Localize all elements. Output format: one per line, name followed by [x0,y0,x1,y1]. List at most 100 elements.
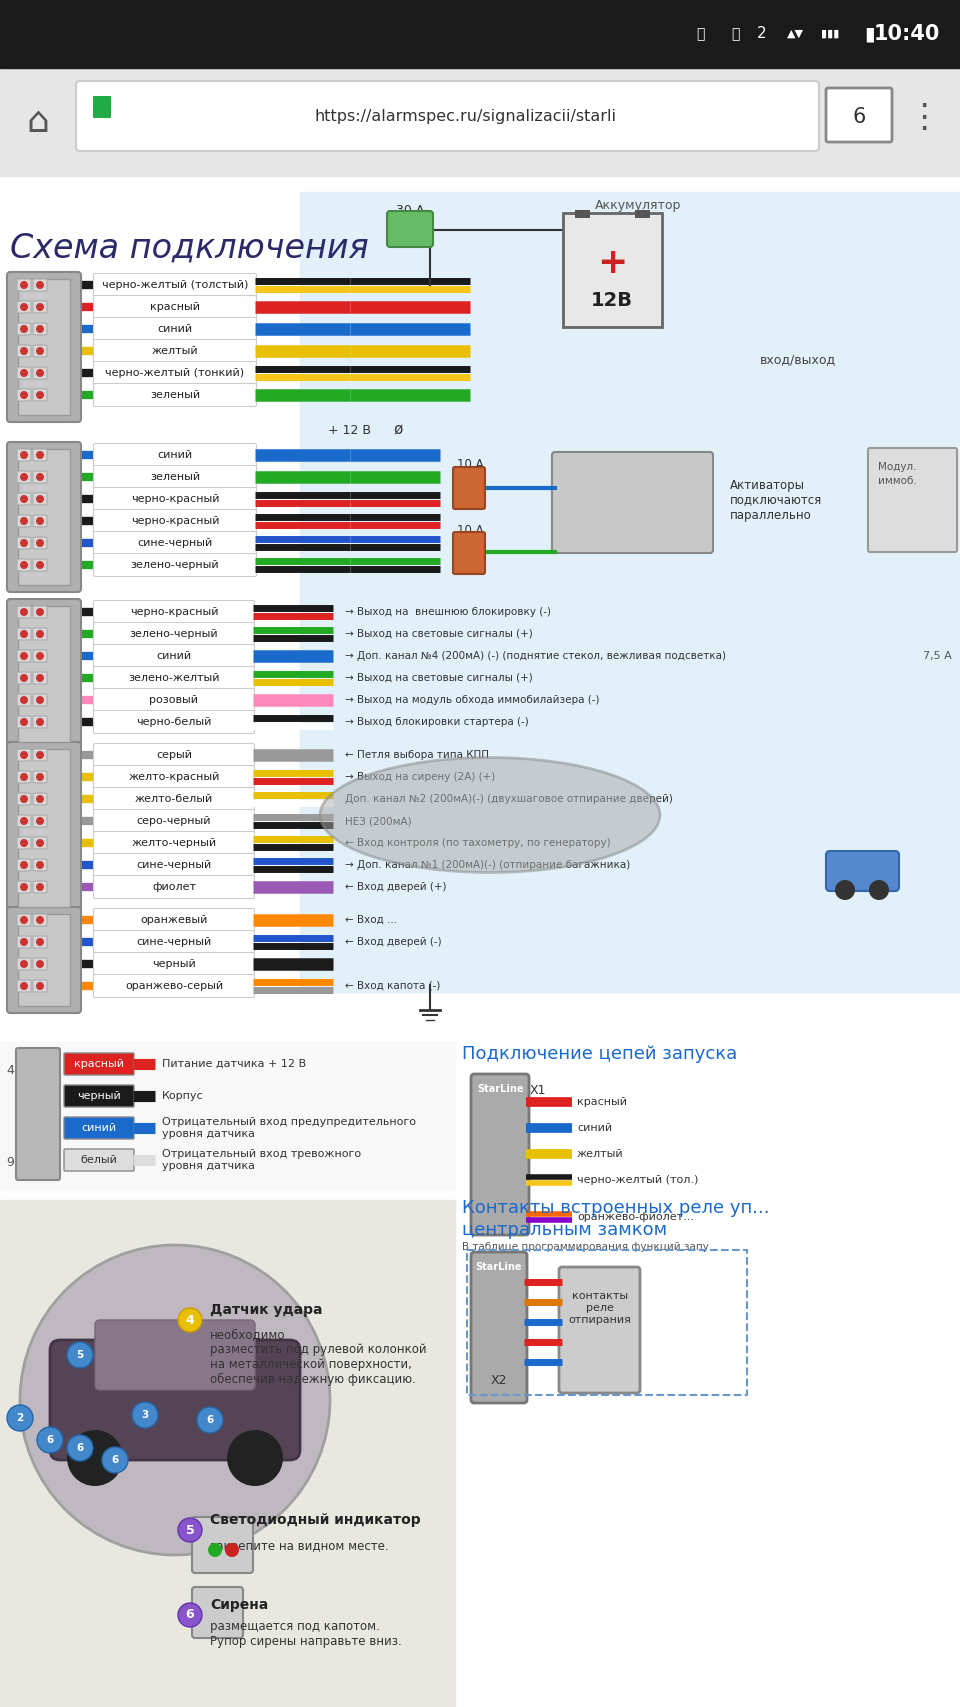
FancyBboxPatch shape [552,452,713,553]
Text: ø: ø [394,423,402,437]
FancyBboxPatch shape [33,913,47,925]
FancyBboxPatch shape [826,852,899,891]
Text: → Выход на  внешнюю блокировку (-): → Выход на внешнюю блокировку (-) [345,608,551,616]
FancyBboxPatch shape [64,1149,134,1171]
Text: черно-красный: черно-красный [131,493,219,504]
Text: черно-белый: черно-белый [136,717,212,727]
FancyBboxPatch shape [17,913,31,925]
Circle shape [36,840,44,847]
FancyBboxPatch shape [33,695,47,707]
Text: → Выход блокировки стартера (-): → Выход блокировки стартера (-) [345,717,529,727]
Text: Доп. канал №2 (200мА)(-) (двухшаговое отпирание дверей): Доп. канал №2 (200мА)(-) (двухшаговое от… [345,794,673,804]
Circle shape [36,517,44,526]
Text: 6: 6 [185,1608,194,1622]
Circle shape [20,773,28,782]
Text: Отрицательный вход предупредительного
уровня датчика: Отрицательный вход предупредительного ур… [162,1116,416,1139]
FancyBboxPatch shape [192,1518,253,1572]
FancyBboxPatch shape [93,488,256,510]
Text: синий: синий [82,1123,116,1133]
Text: черно-желтый (тонкий): черно-желтый (тонкий) [106,369,245,377]
Bar [300,191,960,992]
Text: красный: красный [74,1058,124,1069]
Circle shape [36,939,44,946]
Circle shape [20,652,28,661]
Text: Питание датчика + 12 В: Питание датчика + 12 В [162,1058,306,1069]
Text: серо-черный: серо-черный [136,816,211,826]
FancyBboxPatch shape [33,606,47,618]
FancyBboxPatch shape [33,516,47,527]
Circle shape [36,959,44,968]
FancyBboxPatch shape [93,96,111,118]
FancyBboxPatch shape [7,271,81,422]
Circle shape [36,495,44,504]
FancyBboxPatch shape [93,765,254,789]
FancyBboxPatch shape [7,442,81,592]
Circle shape [869,881,889,900]
Circle shape [36,751,44,760]
Circle shape [36,539,44,546]
Text: центральным замком: центральным замком [462,1221,667,1239]
Text: черный: черный [152,959,196,970]
Text: сине-черный: сине-черный [136,860,211,871]
Bar [18,913,70,1005]
Circle shape [36,630,44,638]
FancyBboxPatch shape [17,980,31,992]
FancyBboxPatch shape [17,814,31,826]
FancyBboxPatch shape [33,628,47,640]
Circle shape [36,562,44,568]
FancyBboxPatch shape [93,466,256,488]
Circle shape [36,347,44,355]
Circle shape [20,347,28,355]
Text: контакты
реле
отпирания: контакты реле отпирания [568,1292,632,1325]
Text: закрепите на видном месте.: закрепите на видном месте. [210,1540,389,1553]
Text: 9: 9 [6,1156,14,1169]
FancyBboxPatch shape [64,1053,134,1075]
Circle shape [20,562,28,568]
Circle shape [20,818,28,824]
FancyBboxPatch shape [387,212,433,248]
FancyBboxPatch shape [93,710,254,734]
FancyBboxPatch shape [93,688,254,712]
Text: 30 А: 30 А [396,203,424,217]
Text: X2: X2 [491,1374,507,1386]
FancyBboxPatch shape [33,538,47,550]
FancyBboxPatch shape [559,1267,640,1393]
Text: сине-черный: сине-черный [136,937,211,947]
FancyBboxPatch shape [17,958,31,970]
FancyBboxPatch shape [16,1048,60,1180]
Text: желтый: желтый [152,347,199,357]
FancyBboxPatch shape [93,273,256,297]
FancyBboxPatch shape [17,300,31,312]
Circle shape [208,1543,222,1557]
Circle shape [36,883,44,891]
Circle shape [102,1448,128,1473]
FancyBboxPatch shape [192,1588,243,1639]
Text: 10 А: 10 А [457,459,483,471]
Text: оранжево-серый: оранжево-серый [125,982,223,992]
Circle shape [36,773,44,782]
FancyBboxPatch shape [17,650,31,662]
FancyBboxPatch shape [17,323,31,335]
FancyBboxPatch shape [93,975,254,997]
FancyBboxPatch shape [471,1251,527,1403]
Text: → Выход на сирену (2А) (+): → Выход на сирену (2А) (+) [345,772,495,782]
FancyBboxPatch shape [93,908,254,932]
Text: серый: серый [156,749,192,760]
Text: зелено-желтый: зелено-желтый [129,673,220,683]
Text: желто-черный: желто-черный [132,838,217,848]
Text: Аккумулятор: Аккумулятор [595,198,682,212]
Bar [18,749,70,906]
FancyBboxPatch shape [17,628,31,640]
Text: зелено-черный: зелено-черный [130,628,218,638]
Text: необходимо
разместить под рулевой колонкой
на металлической поверхности,
обеспеч: необходимо разместить под рулевой колонк… [210,1328,426,1386]
FancyBboxPatch shape [17,881,31,893]
Circle shape [36,369,44,377]
Circle shape [132,1401,158,1429]
FancyBboxPatch shape [7,599,81,749]
Text: зеленый: зеленый [150,473,200,481]
FancyBboxPatch shape [93,876,254,898]
Circle shape [20,959,28,968]
Bar [635,210,650,218]
Text: оранжево-фиолет...: оранжево-фиолет... [577,1212,694,1222]
Text: 5: 5 [185,1524,194,1536]
